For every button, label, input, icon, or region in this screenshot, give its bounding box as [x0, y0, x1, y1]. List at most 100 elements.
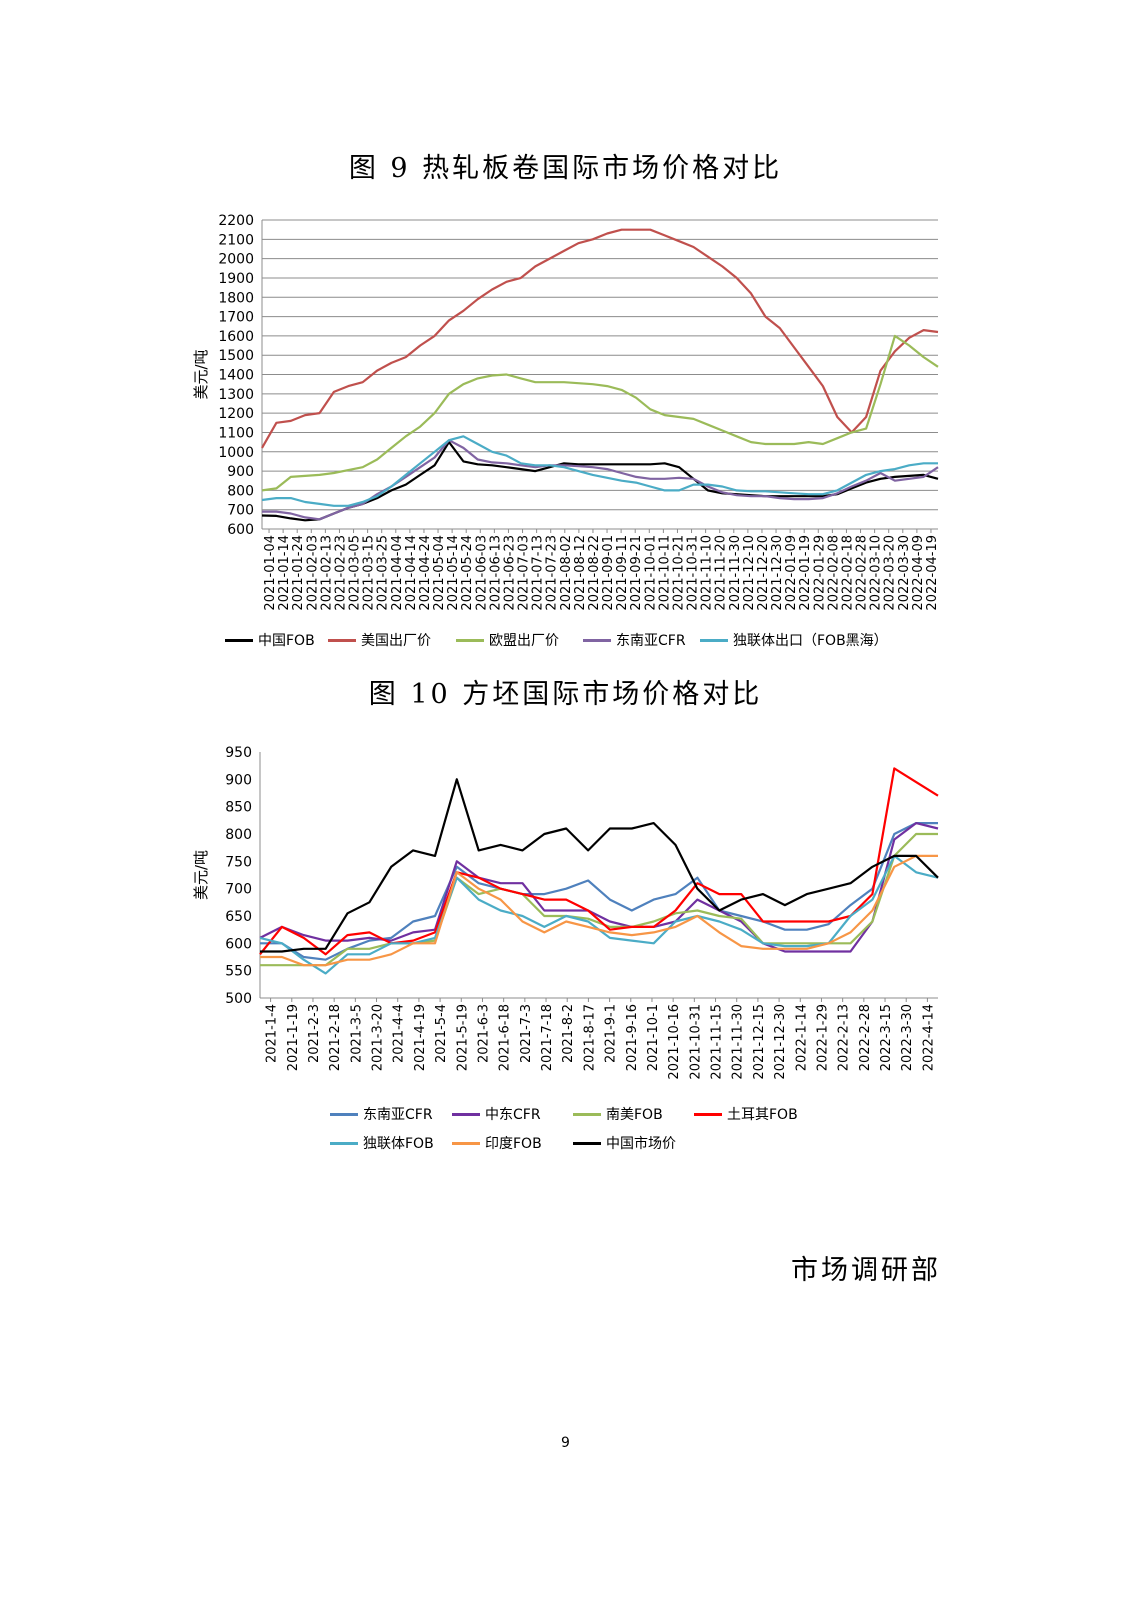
x-tick-label: 2021-08-22	[587, 535, 602, 611]
y-axis-label: 美元/吨	[192, 349, 210, 399]
y-tick-label: 650	[225, 909, 252, 925]
legend-label: 美国出厂价	[361, 633, 431, 649]
legend-swatch	[456, 638, 484, 642]
y-tick-label: 850	[225, 800, 252, 816]
series-line-东南亚CFR	[262, 439, 939, 521]
y-tick-label: 800	[227, 483, 254, 499]
y-tick-label: 2200	[218, 213, 254, 229]
chart-title-fig10: 图 10 方坯国际市场价格对比	[368, 679, 763, 710]
legend-entry: 土耳其FOB	[694, 1104, 798, 1124]
x-tick-label: 2021-09-01	[601, 535, 616, 611]
x-tick-label: 2022-04-19	[925, 535, 940, 611]
y-tick-label: 1700	[218, 310, 254, 326]
x-tick-label: 2022-1-29	[815, 1004, 830, 1071]
legend-entry: 美国出厂价	[328, 630, 431, 650]
y-tick-label: 800	[225, 827, 252, 843]
x-tick-label: 2022-3-30	[900, 1004, 915, 1071]
legend-label: 独联体出口（FOB黑海）	[733, 633, 888, 649]
x-tick-label: 2022-2-28	[858, 1004, 873, 1071]
y-tick-label: 1400	[218, 368, 254, 384]
series-line-独联体出口（FOB黑海）	[261, 435, 938, 507]
legend-swatch	[583, 638, 611, 642]
x-tick-label: 2021-03-25	[376, 535, 391, 611]
series-line-独联体FOB	[259, 854, 939, 975]
legend-swatch	[330, 1112, 358, 1116]
x-tick-label: 2021-11-15	[710, 1004, 725, 1080]
series-line-中国市场价	[260, 778, 939, 953]
legend-label: 中国市场价	[606, 1136, 676, 1152]
x-tick-label: 2021-5-19	[455, 1004, 470, 1071]
x-tick-label: 2022-01-29	[812, 535, 827, 611]
x-tick-label: 2021-03-15	[362, 535, 377, 611]
legend-swatch	[573, 1112, 601, 1116]
x-tick-label: 2021-02-13	[319, 535, 334, 611]
x-tick-label: 2021-6-18	[498, 1004, 513, 1071]
x-tick-label: 2021-12-10	[742, 535, 757, 611]
legend-entry: 南美FOB	[573, 1104, 663, 1124]
x-tick-label: 2021-3-20	[371, 1004, 386, 1071]
legend-label: 东南亚CFR	[363, 1107, 433, 1123]
x-tick-label: 2021-10-01	[643, 535, 658, 611]
x-tick-label: 2022-02-18	[840, 535, 855, 611]
x-tick-label: 2021-1-19	[286, 1004, 301, 1071]
x-tick-label: 2022-1-14	[794, 1004, 809, 1071]
series-line-东南亚CFR	[260, 821, 938, 961]
x-tick-label: 2022-03-30	[897, 535, 912, 611]
y-tick-label: 600	[225, 936, 252, 952]
legend-label: 土耳其FOB	[727, 1107, 798, 1123]
y-tick-label: 700	[225, 882, 252, 898]
y-tick-label: 500	[225, 991, 252, 1007]
legend-label: 独联体FOB	[363, 1136, 434, 1152]
legend-swatch	[452, 1112, 480, 1116]
x-tick-label: 2022-04-09	[911, 535, 926, 611]
series-line-南美FOB	[260, 832, 938, 967]
legend-entry: 欧盟出厂价	[456, 630, 559, 650]
y-tick-label: 2100	[218, 232, 254, 248]
legend-entry: 中东CFR	[452, 1104, 541, 1124]
legend-swatch	[330, 1141, 358, 1145]
y-axis-label: 美元/吨	[192, 850, 210, 900]
y-tick-label: 1500	[218, 348, 254, 364]
x-tick-label: 2021-10-1	[646, 1004, 661, 1071]
x-tick-label: 2021-5-4	[434, 1004, 449, 1063]
legend-entry: 印度FOB	[452, 1133, 542, 1153]
x-tick-label: 2021-09-21	[629, 535, 644, 611]
x-tick-label: 2021-01-14	[277, 535, 292, 611]
x-tick-label: 2021-8-2	[561, 1004, 576, 1063]
x-tick-label: 2021-03-05	[348, 535, 363, 611]
x-tick-label: 2021-10-31	[686, 535, 701, 611]
x-tick-label: 2021-4-19	[413, 1004, 428, 1071]
y-tick-label: 1000	[218, 445, 254, 461]
x-tick-label: 2021-05-24	[460, 535, 475, 611]
y-tick-label: 900	[225, 772, 252, 788]
y-tick-label: 750	[225, 854, 252, 870]
x-tick-label: 2021-12-15	[752, 1004, 767, 1080]
series-line-美国出厂价	[261, 228, 939, 449]
y-tick-label: 1900	[218, 271, 254, 287]
legend-label: 欧盟出厂价	[489, 633, 559, 649]
x-tick-label: 2022-03-20	[883, 535, 898, 611]
x-tick-label: 2021-2-3	[307, 1004, 322, 1063]
x-tick-label: 2021-11-30	[728, 535, 743, 611]
x-tick-label: 2021-2-18	[328, 1004, 343, 1071]
x-tick-label: 2021-12-30	[773, 1004, 788, 1080]
x-tick-label: 2021-12-30	[770, 535, 785, 611]
x-tick-label: 2022-02-08	[826, 535, 841, 611]
x-tick-label: 2021-09-11	[615, 535, 630, 611]
y-tick-label: 900	[227, 464, 254, 480]
legend-entry: 中国FOB	[225, 630, 315, 650]
y-tick-label: 550	[225, 964, 252, 980]
chart-title-fig9: 图 9 热轧板卷国际市场价格对比	[348, 153, 783, 184]
y-tick-label: 1100	[218, 425, 254, 441]
y-tick-label: 600	[227, 522, 254, 538]
legend-label: 南美FOB	[606, 1107, 663, 1123]
x-tick-label: 2022-02-28	[855, 535, 870, 611]
y-tick-label: 1300	[218, 387, 254, 403]
legend-entry: 中国市场价	[573, 1133, 676, 1153]
x-tick-label: 2021-08-02	[559, 535, 574, 611]
x-tick-label: 2021-8-17	[582, 1004, 597, 1071]
legend-label: 印度FOB	[485, 1136, 542, 1152]
x-tick-label: 2021-07-23	[545, 535, 560, 611]
x-tick-label: 2021-10-31	[688, 1004, 703, 1080]
x-tick-label: 2021-07-13	[531, 535, 546, 611]
